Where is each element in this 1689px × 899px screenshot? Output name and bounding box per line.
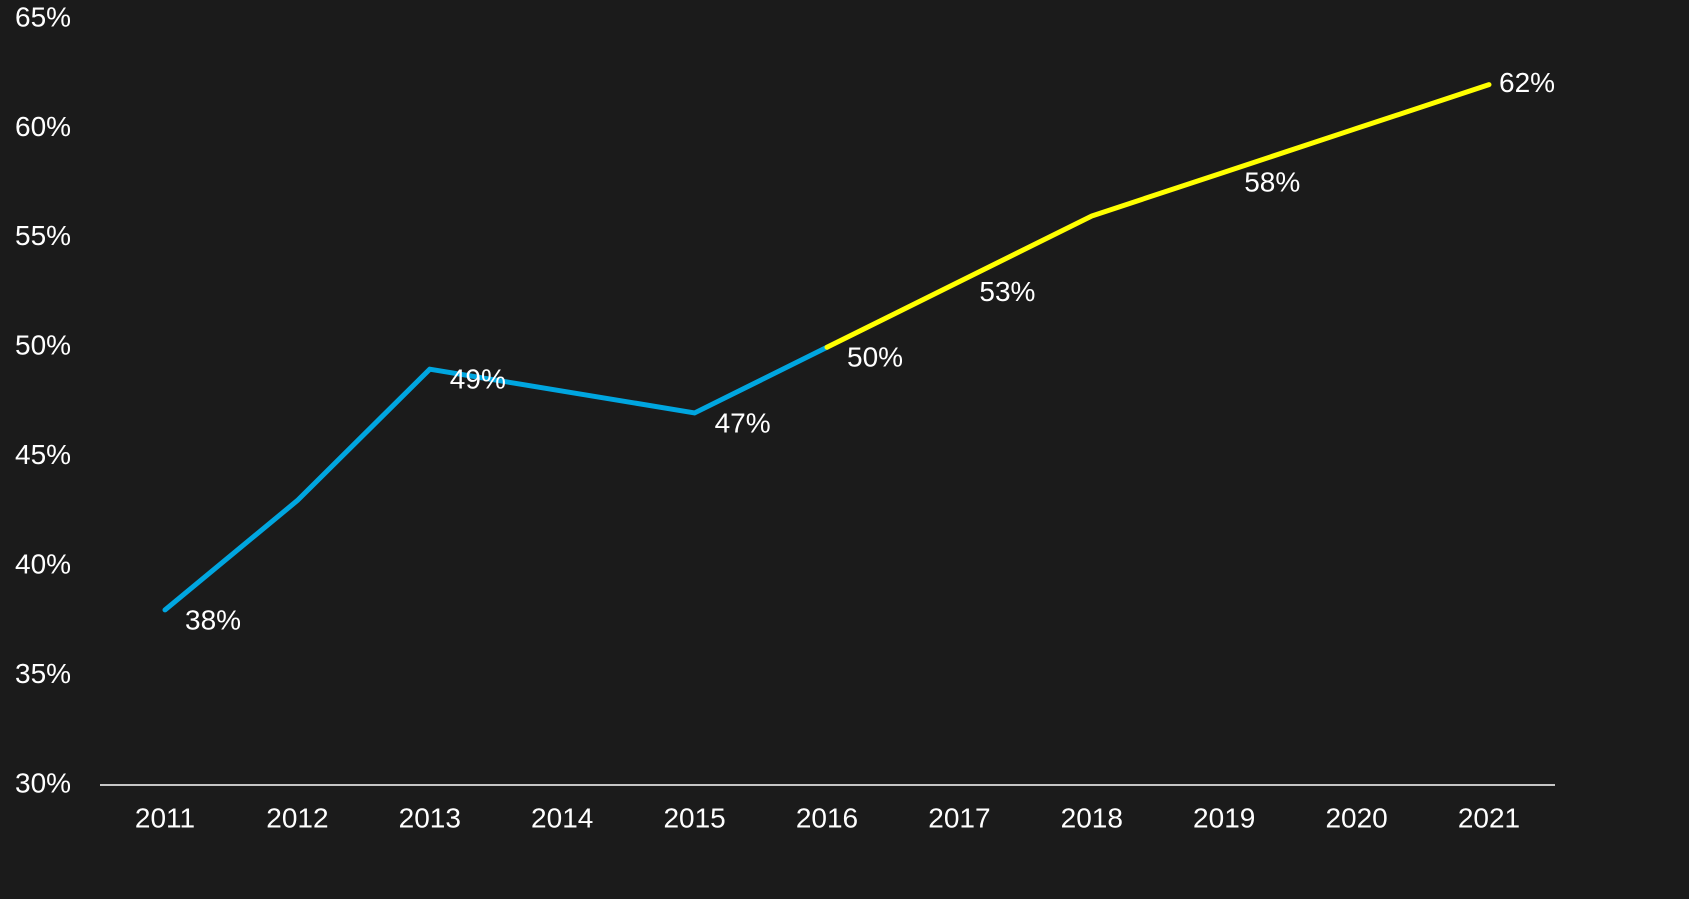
x-tick-label: 2012 [266,802,328,833]
data-label: 62% [1499,67,1555,98]
data-label: 50% [847,342,903,373]
y-tick-label: 65% [15,1,71,32]
x-tick-label: 2015 [663,802,725,833]
x-tick-label: 2016 [796,802,858,833]
data-label: 53% [979,276,1035,307]
x-tick-label: 2020 [1325,802,1387,833]
x-tick-label: 2011 [135,802,195,833]
y-tick-label: 45% [15,439,71,470]
x-tick-label: 2017 [928,802,990,833]
x-tick-label: 2019 [1193,802,1255,833]
data-label: 47% [715,407,771,438]
data-label: 49% [450,364,506,395]
x-tick-label: 2018 [1061,802,1123,833]
line-series [162,344,830,613]
y-tick-label: 60% [15,111,71,142]
y-tick-label: 40% [15,549,71,580]
y-tick-label: 35% [15,658,71,689]
y-tick-label: 55% [15,220,71,251]
data-label: 58% [1244,167,1300,198]
x-tick-label: 2021 [1458,802,1520,833]
y-tick-label: 50% [15,330,71,361]
data-label: 38% [185,604,241,635]
line-series [824,82,1492,350]
x-tick-label: 2013 [399,802,461,833]
y-tick-label: 30% [15,767,71,798]
x-tick-label: 2014 [531,802,593,833]
